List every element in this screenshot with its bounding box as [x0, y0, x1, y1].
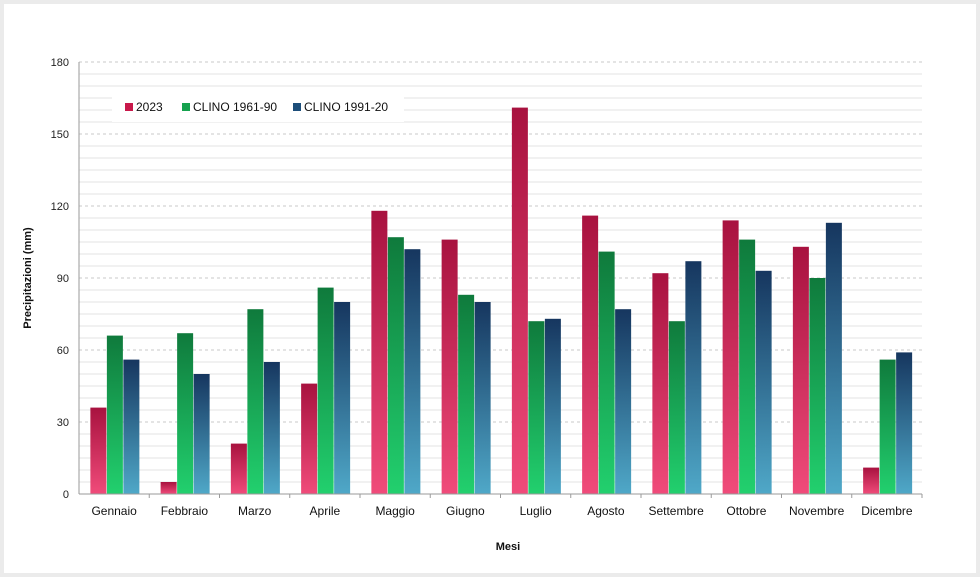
- bar-maggio-series-2: [404, 249, 421, 494]
- bar-agosto-series-2: [615, 309, 632, 494]
- x-tick-label: Settembre: [648, 504, 704, 518]
- x-tick-label: Marzo: [238, 504, 272, 518]
- bar-marzo-series-1: [247, 309, 264, 494]
- bar-novembre-series-1: [809, 278, 826, 494]
- bar-gennaio-series-2: [123, 359, 140, 494]
- bar-novembre-series-0: [792, 246, 809, 494]
- x-tick-label: Agosto: [587, 504, 625, 518]
- bar-ottobre-series-1: [739, 239, 756, 494]
- axes: 0 30 60 90 120 150 180 Gennaio Febbraio Marzo Apri…: [51, 57, 923, 518]
- legend-swatch: [182, 103, 190, 111]
- bar-giugno-series-1: [458, 294, 475, 494]
- y-axis-title: Precipitazioni (mm): [22, 227, 34, 329]
- bar-aprile-series-2: [334, 302, 351, 494]
- legend-entry: CLINO 1991-20: [304, 100, 388, 114]
- bar-dicembre-series-1: [879, 359, 896, 494]
- bar-agosto-series-0: [582, 215, 599, 494]
- bar-agosto-series-1: [598, 251, 615, 494]
- legend-entry: CLINO 1961-90: [193, 100, 277, 114]
- bar-aprile-series-0: [301, 383, 318, 494]
- bars: [90, 107, 913, 495]
- legend-entry: 2023: [136, 100, 163, 114]
- bar-settembre-series-0: [652, 273, 669, 494]
- bar-maggio-series-1: [387, 237, 404, 494]
- bar-luglio-series-1: [528, 321, 545, 494]
- bar-febbraio-series-1: [177, 333, 194, 494]
- y-tick-label: 150: [51, 129, 69, 141]
- legend-swatch: [293, 103, 301, 111]
- x-tick-label: Giugno: [446, 504, 485, 518]
- y-tick-label: 0: [63, 489, 69, 501]
- bar-luglio-series-0: [511, 107, 528, 494]
- bar-novembre-series-2: [825, 222, 842, 495]
- x-tick-label: Gennaio: [91, 504, 137, 518]
- bar-ottobre-series-0: [722, 220, 739, 494]
- bar-giugno-series-2: [474, 302, 491, 494]
- bar-aprile-series-1: [317, 287, 334, 494]
- bar-dicembre-series-0: [863, 467, 880, 494]
- bar-febbraio-series-2: [193, 374, 210, 494]
- legend-box: [112, 92, 404, 122]
- y-tick-label: 180: [51, 57, 69, 69]
- bar-maggio-series-0: [371, 210, 388, 495]
- bar-luglio-series-2: [544, 318, 561, 494]
- bar-settembre-series-1: [668, 321, 685, 494]
- x-tick-label: Novembre: [789, 504, 845, 518]
- y-tick-label: 90: [57, 273, 69, 285]
- x-axis-title: Mesi: [496, 541, 520, 553]
- y-tick-label: 30: [57, 417, 69, 429]
- bar-marzo-series-0: [230, 443, 247, 494]
- bar-gennaio-series-0: [90, 407, 107, 494]
- bar-marzo-series-2: [263, 362, 280, 494]
- x-tick-label: Ottobre: [726, 504, 766, 518]
- legend: 2023 CLINO 1961-90 CLINO 1991-20: [112, 92, 404, 122]
- grid: [79, 61, 922, 483]
- x-tick-label: Maggio: [375, 504, 415, 518]
- bar-gennaio-series-1: [106, 335, 123, 494]
- chart: 0 30 60 90 120 150 180 Gennaio Febbraio Marzo Apri…: [22, 57, 923, 553]
- y-tick-label: 60: [57, 345, 69, 357]
- legend-swatch: [125, 103, 133, 111]
- bar-ottobre-series-2: [755, 270, 772, 494]
- bar-febbraio-series-0: [160, 482, 177, 494]
- x-tick-label: Luglio: [520, 504, 552, 518]
- x-tick-label: Aprile: [310, 504, 341, 518]
- bar-dicembre-series-2: [896, 352, 913, 494]
- x-tick-label: Dicembre: [861, 504, 913, 518]
- bar-settembre-series-2: [685, 261, 702, 494]
- bar-giugno-series-0: [441, 239, 458, 494]
- x-tick-label: Febbraio: [161, 504, 209, 518]
- y-tick-label: 120: [51, 201, 69, 213]
